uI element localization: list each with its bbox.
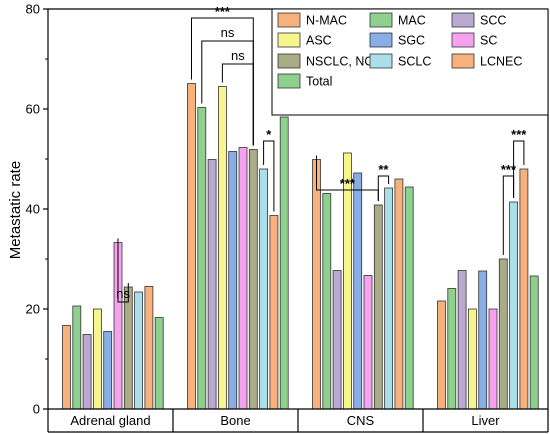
significance-bracket: *** (501, 162, 517, 255)
bracket-line (377, 175, 390, 201)
legend-swatch (451, 12, 475, 28)
legend-label: ASC (306, 34, 332, 48)
bar-sgc-cns (353, 172, 363, 410)
bracket-line (117, 238, 129, 303)
legend-swatch (277, 12, 301, 28)
legend-label: SCLC (398, 55, 431, 69)
legend-label: LCNEC (480, 55, 522, 69)
legend-label: N-MAC (306, 14, 347, 28)
significance-label: ns (231, 48, 245, 63)
legend-swatch (369, 32, 393, 48)
significance-bracket: *** (511, 127, 527, 198)
bar-lcnec-cns (394, 178, 404, 410)
bracket-line (221, 63, 254, 146)
bar-sgc-liver (478, 270, 488, 410)
bar-asc-bone (217, 86, 227, 410)
legend-swatch (277, 32, 301, 48)
bar-n-mac-adrenal-gland (62, 325, 71, 410)
y-axis-label: Metastatic rate (7, 161, 24, 259)
category-label: Liver (471, 413, 500, 428)
bar-nsclc-nos-cns (373, 204, 383, 410)
bar-sc-liver (488, 308, 498, 410)
y-tick-label: 0 (33, 402, 40, 417)
bar-sclc-liver (509, 201, 519, 410)
bracket-line (263, 140, 275, 212)
legend-swatch (277, 73, 301, 89)
legend-swatch (451, 32, 475, 48)
significance-label: * (266, 127, 272, 142)
bar-total-bone (279, 116, 289, 410)
legend-label: MAC (398, 14, 426, 28)
bar-mac-adrenal-gland (72, 305, 82, 410)
bar-nsclc-nos-liver (498, 258, 508, 410)
bar-lcnec-bone (269, 215, 279, 410)
bar-lcnec-liver (519, 168, 529, 410)
bar-nsclc-nos-bone (248, 149, 258, 410)
bar-sc-bone (238, 147, 248, 410)
bar-scc-bone (207, 159, 217, 410)
bracket-line (513, 140, 525, 198)
significance-label: *** (511, 127, 527, 142)
bar-asc-cns (342, 152, 352, 410)
legend-box (271, 8, 549, 116)
bar-nsclc-nos-adrenal-gland (123, 286, 133, 410)
significance-bracket: ns (116, 238, 131, 303)
significance-label: ns (221, 25, 235, 40)
bar-total-cns (404, 186, 414, 410)
bar-asc-liver (467, 308, 477, 410)
legend-label: SCC (480, 14, 506, 28)
category-label: CNS (347, 413, 375, 428)
legend-swatch (277, 53, 301, 69)
legend-label: NSCLC, NOS (306, 55, 382, 69)
significance-label: ** (378, 162, 389, 177)
legend-label: Total (306, 75, 332, 89)
bar-total-liver (529, 275, 539, 410)
bar-mac-liver (447, 288, 457, 410)
significance-bracket: ns (221, 48, 254, 146)
bar-sclc-cns (384, 187, 394, 410)
significance-bracket: ns (201, 25, 254, 146)
bar-asc-adrenal-gland (93, 308, 102, 410)
bar-sc-cns (363, 275, 373, 410)
bar-scc-liver (457, 270, 467, 410)
bar-scc-cns (332, 270, 342, 410)
bar-lcnec-adrenal-gland (144, 286, 154, 410)
significance-bracket: ** (377, 162, 390, 201)
legend-label: SC (480, 34, 497, 48)
legend-swatch (369, 12, 393, 28)
bar-sclc-adrenal-gland (134, 291, 144, 410)
significance-label: *** (340, 176, 356, 191)
legend-swatch (451, 53, 475, 69)
category-label: Adrenal gland (70, 413, 150, 428)
y-tick-label: 60 (26, 102, 40, 117)
y-tick-label: 80 (26, 2, 40, 17)
significance-label: *** (215, 4, 231, 19)
bracket-line (201, 40, 254, 146)
bar-sgc-adrenal-gland (103, 331, 113, 410)
significance-bracket: * (263, 127, 275, 212)
bar-n-mac-cns (312, 159, 321, 410)
bar-n-mac-bone (187, 83, 196, 410)
legend-label: SGC (398, 34, 425, 48)
bar-n-mac-liver (437, 300, 446, 410)
significance-label: *** (501, 162, 517, 177)
bar-mac-cns (322, 193, 332, 410)
category-label: Bone (220, 413, 250, 428)
legend-swatch (369, 53, 393, 69)
legend: N-MAC MAC SCC ASC SGC SC NSCLC, NOS SCLC LCNEC To… (271, 8, 549, 116)
y-tick-label: 40 (26, 202, 40, 217)
significance-label: ns (116, 286, 130, 301)
bar-scc-adrenal-gland (82, 334, 92, 410)
bar-total-adrenal-gland (154, 317, 164, 410)
bar-mac-bone (197, 107, 207, 410)
bar-sgc-bone (228, 151, 238, 410)
bracket-line (502, 175, 515, 255)
bar-sclc-bone (259, 168, 269, 410)
y-tick-label: 20 (26, 302, 40, 317)
